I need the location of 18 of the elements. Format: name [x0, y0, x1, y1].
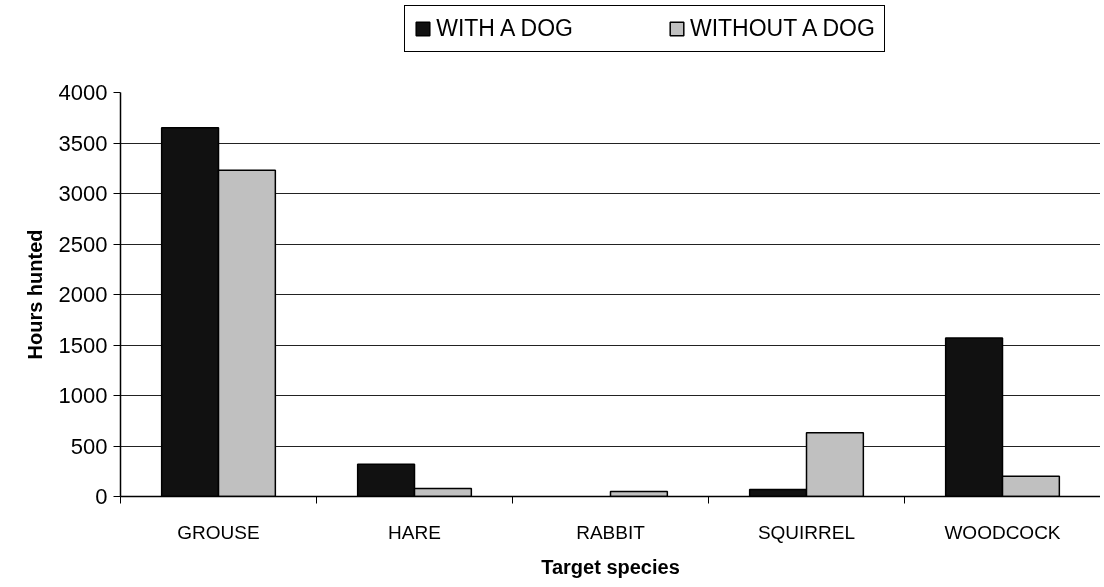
y-tick-label: 500	[70, 433, 108, 459]
y-tick-label: 3000	[58, 181, 108, 206]
y-axis-title: Hours hunted	[23, 229, 46, 360]
x-tick-label: HARE	[388, 521, 441, 543]
x-tick-label: GROUSE	[177, 521, 260, 543]
y-tick-label: 2000	[58, 282, 108, 307]
y-tick-label: 3500	[58, 130, 108, 156]
x-tick-label: WOODCOCK	[944, 521, 1061, 543]
y-tick-label: 1000	[58, 383, 108, 408]
legend-label: WITH A DOG	[436, 15, 573, 42]
legend-label: WITHOUT A DOG	[689, 15, 875, 42]
x-tick-label: SQUIRREL	[757, 521, 856, 543]
x-tick-label: RABBIT	[576, 521, 646, 543]
y-tick-label: 2500	[58, 231, 108, 257]
y-tick-label: 0	[95, 484, 108, 509]
y-tick-label: 4000	[58, 80, 108, 105]
x-axis-title: Target species	[541, 555, 680, 578]
y-tick-label: 1500	[58, 332, 108, 358]
